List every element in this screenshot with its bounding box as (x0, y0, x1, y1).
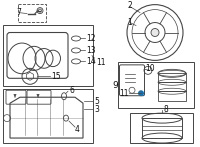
Bar (3, 25, 93, 86)
Text: 5: 5 (94, 97, 99, 106)
Text: 12: 12 (86, 34, 96, 43)
Bar (158, 73, 186, 82)
Text: 11: 11 (119, 89, 128, 98)
Text: 14: 14 (86, 57, 96, 66)
Text: 3: 3 (94, 105, 99, 114)
Bar (3, 89, 93, 143)
Text: 10: 10 (145, 64, 155, 73)
Text: 7: 7 (16, 8, 21, 17)
Text: 6: 6 (69, 86, 74, 95)
Text: 1: 1 (127, 18, 132, 27)
Text: 2: 2 (127, 1, 132, 10)
Text: 9: 9 (112, 81, 118, 90)
Text: 13: 13 (86, 46, 96, 55)
Text: 8: 8 (163, 105, 168, 114)
Text: 11: 11 (96, 58, 106, 67)
Bar (158, 82, 186, 91)
Bar (118, 62, 194, 108)
Bar (18, 4, 46, 22)
Bar (158, 91, 186, 101)
Bar (130, 113, 193, 143)
Text: 15: 15 (51, 72, 61, 81)
Circle shape (37, 8, 43, 14)
Text: 4: 4 (75, 125, 80, 134)
Circle shape (138, 90, 144, 96)
Circle shape (151, 29, 159, 36)
Bar (142, 118, 182, 138)
